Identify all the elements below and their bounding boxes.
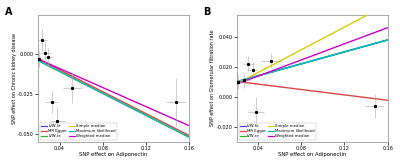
Y-axis label: SNP effect on Chronic kidney disease: SNP effect on Chronic kidney disease [12,32,17,123]
X-axis label: SNP effect on Adiponectin: SNP effect on Adiponectin [79,152,148,157]
X-axis label: SNP effect on Adiponectin: SNP effect on Adiponectin [278,152,346,157]
Text: B: B [203,7,211,17]
Y-axis label: SNP effect on Glomerular filtration rate: SNP effect on Glomerular filtration rate [210,30,215,126]
Legend: IVW-fe, MR Egger, IVW-re, Simple median, Maximum likelihood, Weighted median: IVW-fe, MR Egger, IVW-re, Simple median,… [238,123,316,140]
Text: A: A [5,7,12,17]
Legend: IVW-fe, MR Egger, IVW-re, Simple median, Maximum likelihood, Weighted median: IVW-fe, MR Egger, IVW-re, Simple median,… [40,123,117,140]
